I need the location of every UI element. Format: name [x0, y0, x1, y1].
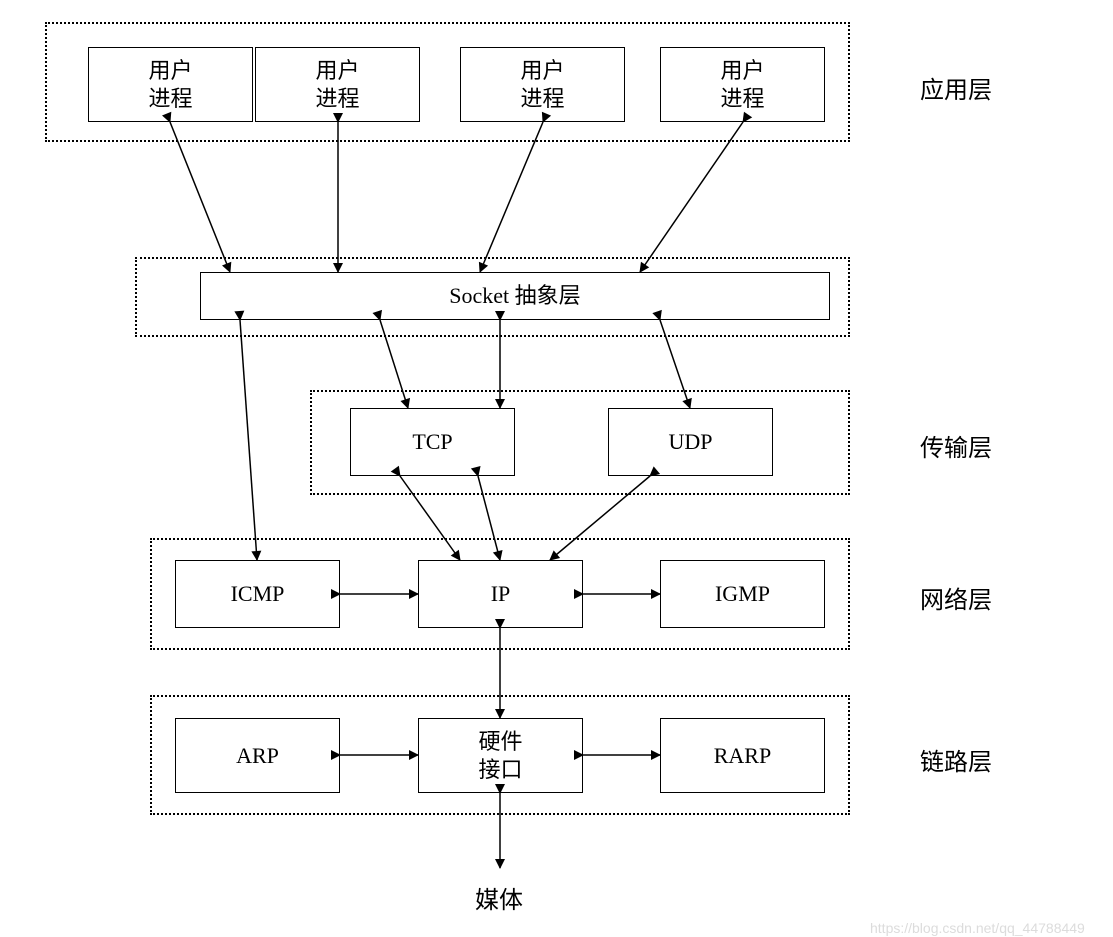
node-igmp: IGMP	[660, 560, 825, 628]
layer-label-network: 网络层	[920, 580, 992, 615]
node-user-process-4: 用户进程	[660, 47, 825, 122]
watermark-text: https://blog.csdn.net/qq_44788449	[870, 920, 1085, 936]
edge	[170, 122, 230, 272]
edge	[480, 122, 543, 272]
node-icmp: ICMP	[175, 560, 340, 628]
node-rarp: RARP	[660, 718, 825, 793]
node-arp: ARP	[175, 718, 340, 793]
node-user-process-2: 用户进程	[255, 47, 420, 122]
layer-label-application: 应用层	[920, 70, 992, 105]
edge	[640, 122, 743, 272]
node-user-process-3: 用户进程	[460, 47, 625, 122]
diagram-canvas: 应用层 传输层 网络层 链路层 用户进程 用户进程 用户进程 用户进程 Sock…	[0, 0, 1113, 937]
edge	[240, 320, 257, 560]
node-tcp: TCP	[350, 408, 515, 476]
node-socket-layer: Socket 抽象层	[200, 272, 830, 320]
media-label: 媒体	[475, 880, 523, 915]
layer-label-transport: 传输层	[920, 428, 992, 463]
node-ip: IP	[418, 560, 583, 628]
node-user-process-1: 用户进程	[88, 47, 253, 122]
node-udp: UDP	[608, 408, 773, 476]
node-hardware-interface: 硬件接口	[418, 718, 583, 793]
layer-label-link: 链路层	[920, 742, 992, 777]
